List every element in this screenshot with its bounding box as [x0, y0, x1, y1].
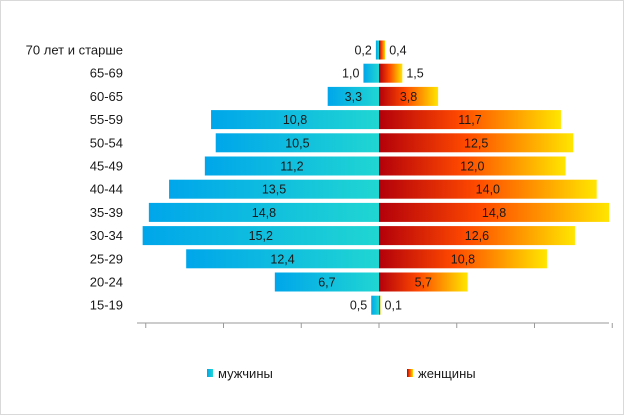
female-bar [379, 133, 574, 153]
female-value-label: 12,5 [464, 136, 488, 150]
female-bar [379, 110, 561, 130]
category-label: 65-69 [90, 66, 123, 81]
category-label: 30-34 [90, 228, 123, 243]
male-value-label: 10,8 [283, 113, 307, 127]
male-value-label: 10,5 [285, 136, 309, 150]
category-label: 20-24 [90, 275, 123, 290]
female-value-label: 1,5 [406, 67, 423, 81]
male-bar [371, 295, 379, 315]
male-value-label: 12,4 [270, 252, 294, 266]
male-bar [148, 202, 379, 222]
male-value-label: 3,3 [345, 90, 362, 104]
category-label: 40-44 [90, 182, 123, 197]
female-bar [379, 295, 381, 315]
category-label: 35-39 [90, 205, 123, 220]
male-bar [327, 86, 379, 106]
category-label: 60-65 [90, 89, 123, 104]
male-bar [215, 133, 379, 153]
female-value-label: 12,0 [460, 160, 484, 174]
female-value-label: 11,7 [458, 113, 481, 127]
category-label: 55-59 [90, 112, 123, 127]
male-value-label: 13,5 [262, 183, 286, 197]
female-value-label: 5,7 [415, 276, 432, 290]
female-bar [379, 202, 610, 222]
female-bar [379, 249, 547, 269]
female-value-label: 3,8 [400, 90, 417, 104]
female-value-label: 14,8 [482, 206, 506, 220]
female-value-label: 14,0 [476, 183, 500, 197]
male-bar [274, 272, 379, 292]
male-value-label: 6,7 [318, 276, 335, 290]
male-value-label: 0,5 [350, 299, 367, 313]
male-bar [169, 179, 379, 199]
female-value-label: 0,4 [389, 44, 406, 58]
male-value-label: 14,8 [252, 206, 276, 220]
female-bar [379, 156, 566, 176]
male-bar [186, 249, 379, 269]
male-value-label: 15,2 [249, 229, 273, 243]
female-value-label: 0,1 [385, 299, 402, 313]
female-bar [379, 179, 597, 199]
male-bar [363, 63, 379, 83]
male-value-label: 0,2 [354, 44, 371, 58]
category-label: 50-54 [90, 135, 123, 150]
female-bar [379, 63, 403, 83]
female-value-label: 12,6 [465, 229, 489, 243]
legend-marker-male [207, 369, 213, 377]
category-label: 15-19 [90, 298, 123, 313]
legend-label-male: мужчины [218, 366, 273, 381]
female-bar [379, 226, 575, 246]
male-value-label: 11,2 [280, 160, 303, 174]
legend-marker-female [407, 369, 413, 377]
male-bar [204, 156, 379, 176]
category-label: 45-49 [90, 159, 123, 174]
male-bar [142, 226, 379, 246]
male-bar [211, 110, 379, 130]
female-bar [379, 272, 468, 292]
male-value-label: 1,0 [342, 67, 359, 81]
category-label: 25-29 [90, 251, 123, 266]
female-bar [379, 86, 439, 106]
female-value-label: 10,8 [451, 252, 475, 266]
category-label: 70 лет и старше [26, 43, 123, 58]
male-bar [375, 40, 379, 60]
female-bar [379, 40, 386, 60]
legend-label-female: женщины [418, 366, 476, 381]
